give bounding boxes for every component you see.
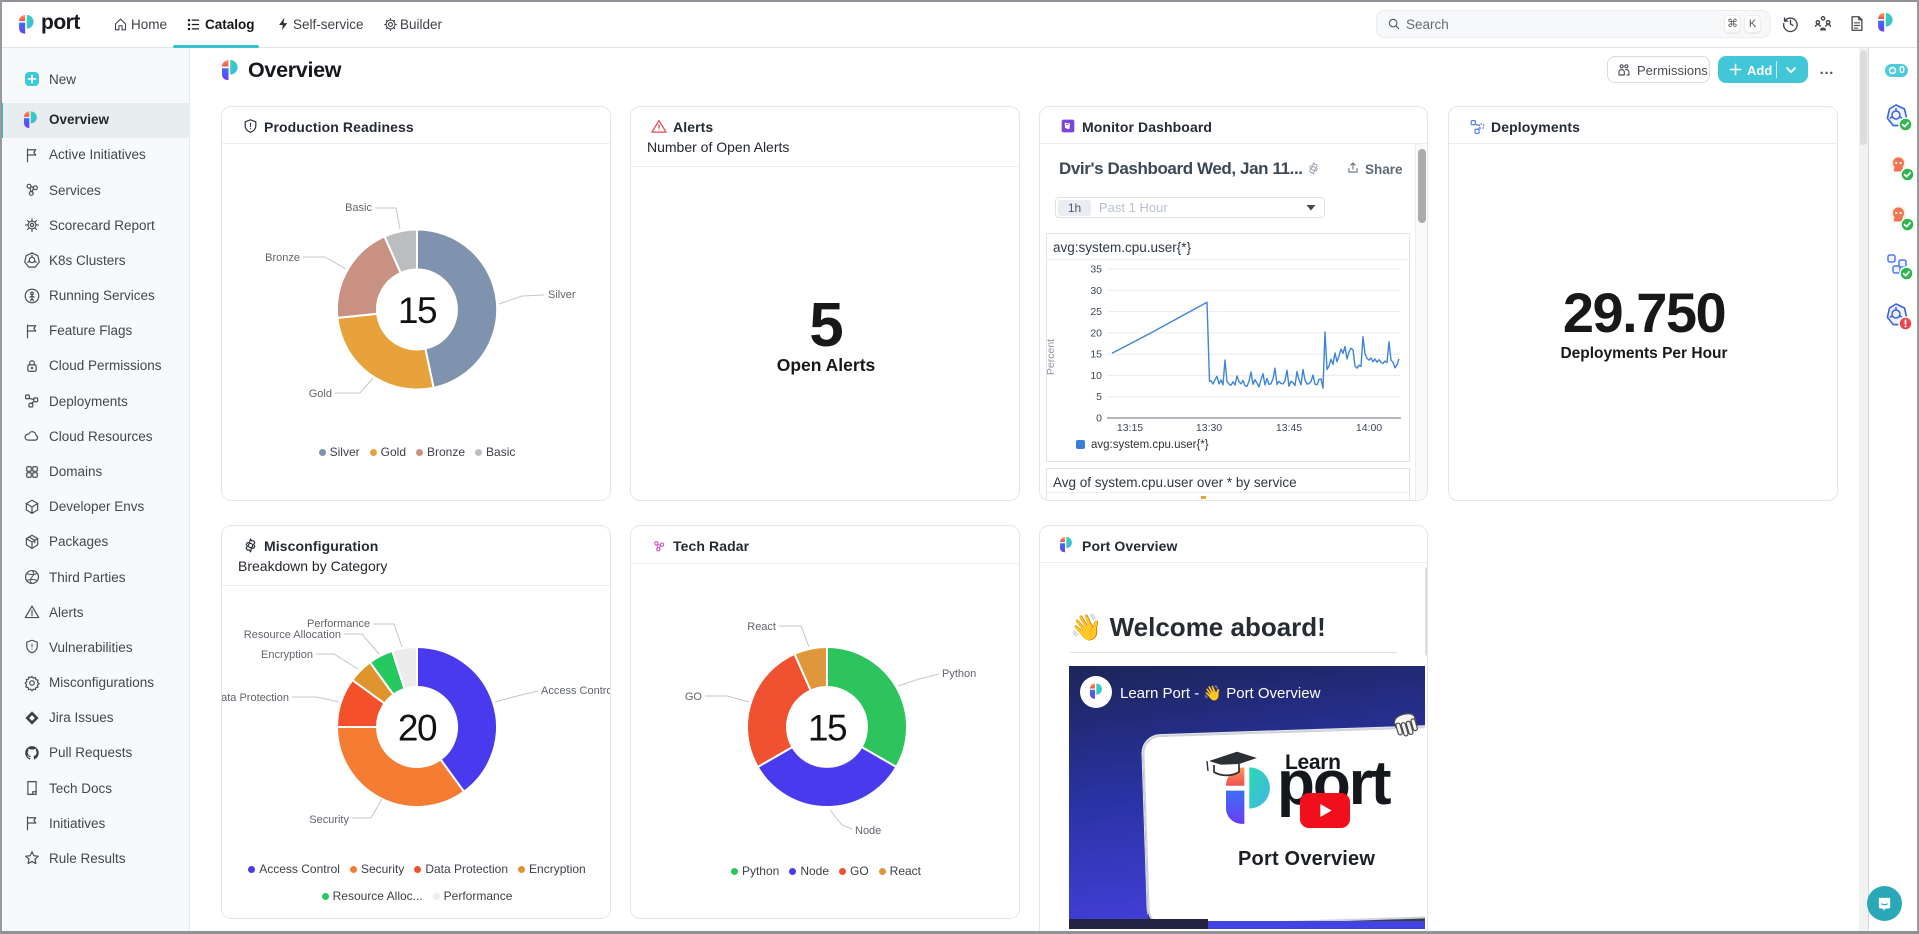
svg-text:Encryption: Encryption (261, 649, 313, 661)
svg-text:Access Control: Access Control (541, 685, 611, 697)
svg-text:30: 30 (1090, 285, 1102, 297)
svg-text:Data Protection: Data Protection (222, 692, 289, 704)
svg-text:13:15: 13:15 (1117, 422, 1143, 434)
svg-text:13:45: 13:45 (1276, 422, 1302, 434)
svg-text:35: 35 (1090, 264, 1102, 276)
svg-text:React: React (747, 621, 776, 633)
svg-text:Python: Python (942, 668, 976, 680)
svg-text:Silver: Silver (548, 289, 576, 301)
svg-text:15: 15 (808, 708, 847, 749)
svg-text:GO: GO (685, 691, 703, 703)
svg-text:Bronze: Bronze (265, 252, 300, 264)
svg-text:15: 15 (1090, 349, 1102, 361)
svg-text:14:00: 14:00 (1356, 422, 1382, 434)
svg-text:5: 5 (1096, 391, 1102, 403)
svg-text:Performance: Performance (307, 618, 370, 630)
svg-text:Gold: Gold (309, 388, 332, 400)
svg-text:avg:system.cpu.user{*}: avg:system.cpu.user{*} (1091, 439, 1209, 451)
svg-text:0: 0 (1096, 413, 1102, 425)
svg-text:13:30: 13:30 (1196, 422, 1222, 434)
svg-text:20: 20 (1090, 327, 1102, 339)
svg-text:Percent: Percent (1045, 339, 1057, 375)
svg-text:Security: Security (309, 814, 349, 826)
svg-text:10: 10 (1090, 370, 1102, 382)
svg-text:15: 15 (398, 290, 437, 331)
svg-text:25: 25 (1090, 306, 1102, 318)
svg-text:Node: Node (855, 825, 881, 837)
svg-text:20: 20 (398, 708, 437, 749)
svg-text:Basic: Basic (345, 202, 372, 214)
svg-text:Resource Allocation: Resource Allocation (244, 629, 341, 641)
